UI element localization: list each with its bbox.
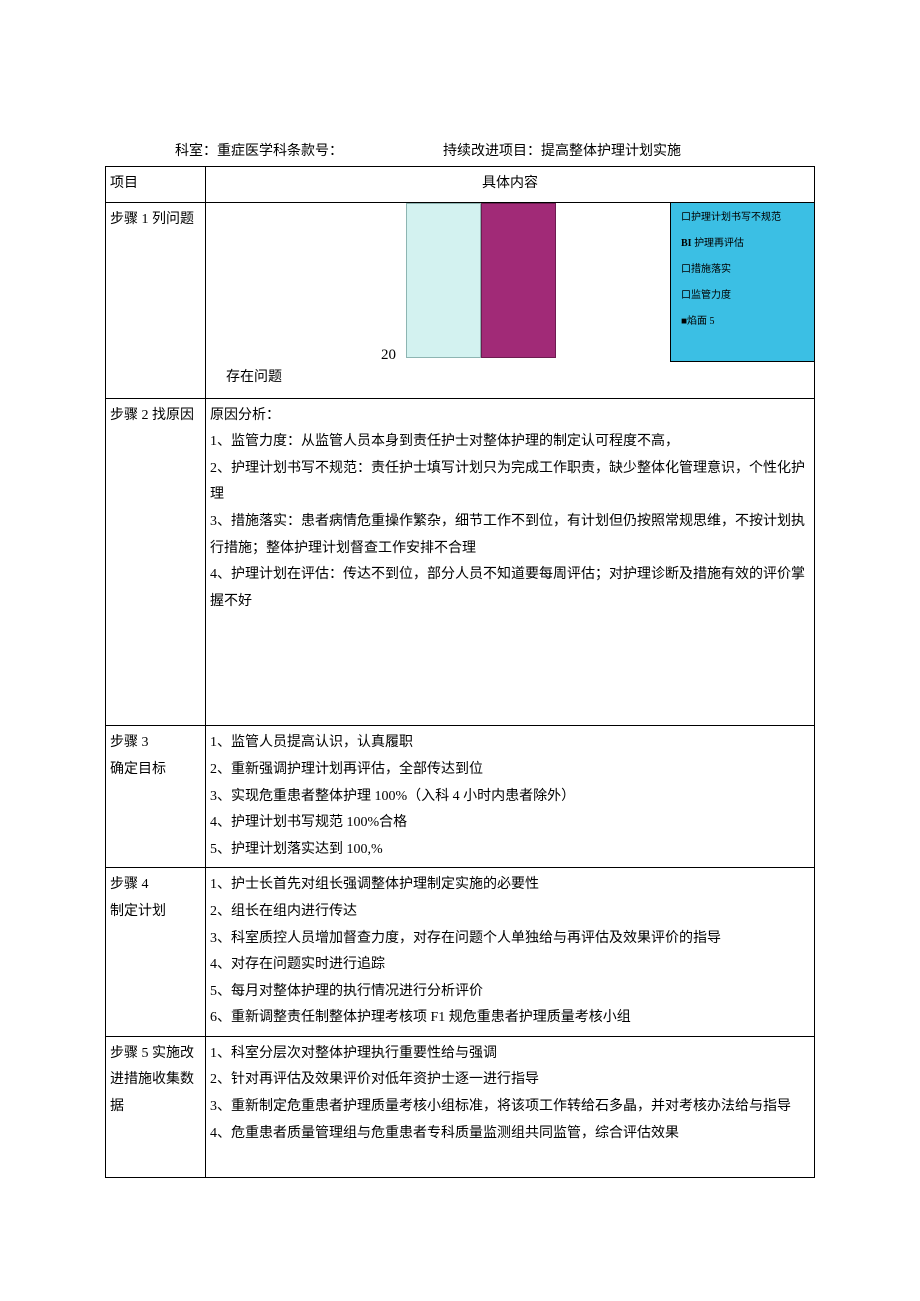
content-line: 6、重新调整责任制整体护理考核项 F1 规危重患者护理质量考核小组 <box>210 1005 810 1032</box>
legend-text: BI 护理再评估 <box>681 239 744 249</box>
step5-content: 1、科室分层次对整体护理执行重要性给与强调2、针对再评估及效果评价对低年资护士逐… <box>206 1036 815 1177</box>
content-line: 3、重新制定危重患者护理质量考核小组标准，将该项工作转给石多晶，并对考核办法给与… <box>210 1094 810 1121</box>
legend-item: 口护理计划书写不规范 <box>681 213 806 223</box>
chart: 20 存在问题 口护理计划书写不规范 BI 护理再评估口措施落实口监管力度 ■焰面 … <box>206 203 814 398</box>
legend-text: 口护理计划书写不规范 <box>681 213 781 223</box>
chart-legend: 口护理计划书写不规范 BI 护理再评估口措施落实口监管力度 ■焰面 5 <box>670 202 815 362</box>
step5-left: 步骤 5 实施改进措施收集数据 <box>106 1036 206 1177</box>
content-line: 2、护理计划书写不规范：责任护士填写计划只为完成工作职责，缺少整体化管理意识，个… <box>210 456 810 509</box>
legend-text: 口措施落实 <box>681 265 731 275</box>
content-line: 2、针对再评估及效果评价对低年资护士逐一进行指导 <box>210 1067 810 1094</box>
step3-content: 1、监管人员提高认识，认真履职2、重新强调护理计划再评估，全部传达到位3、实现危… <box>206 726 815 868</box>
chart-bar <box>481 203 556 358</box>
table-header-row: 项目 具体内容 <box>106 167 815 203</box>
step3-left2: 确定目标 <box>110 762 166 777</box>
content-line: 1、护士长首先对组长强调整体护理制定实施的必要性 <box>210 872 810 899</box>
step4-left1: 步骤 4 <box>110 877 149 892</box>
step1-content: 20 存在问题 口护理计划书写不规范 BI 护理再评估口措施落实口监管力度 ■焰面 … <box>206 202 815 398</box>
legend-item: ■焰面 5 <box>681 317 806 327</box>
step4-left: 步骤 4 制定计划 <box>106 868 206 1037</box>
content-line: 4、危重患者质量管理组与危重患者专科质量监测组共同监管，综合评估效果 <box>210 1121 810 1148</box>
legend-item: 口监管力度 <box>681 291 806 301</box>
content-line: 4、对存在问题实时进行追踪 <box>210 952 810 979</box>
legend-item: BI 护理再评估 <box>681 239 806 249</box>
step4-content: 1、护士长首先对组长强调整体护理制定实施的必要性2、组长在组内进行传达3、科室质… <box>206 868 815 1037</box>
header-col1: 项目 <box>106 167 206 203</box>
project-label: 持续改进项目： <box>443 144 541 159</box>
content-line: 2、重新强调护理计划再评估，全部传达到位 <box>210 757 810 784</box>
content-line: 1、监管力度：从监管人员本身到责任护士对整体护理的制定认可程度不高， <box>210 429 810 456</box>
header-col2: 具体内容 <box>206 167 815 203</box>
chart-bar <box>406 203 481 358</box>
project-value: 提高整体护理计划实施 <box>541 144 681 159</box>
content-line: 2、组长在组内进行传达 <box>210 899 810 926</box>
legend-item: 口措施落实 <box>681 265 806 275</box>
legend-text: 口监管力度 <box>681 291 731 301</box>
content-line: 5、每月对整体护理的执行情况进行分析评价 <box>210 979 810 1006</box>
chart-bars <box>406 203 556 358</box>
content-line: 4、护理计划在评估：传达不到位，部分人员不知道要每周评估；对护理诊断及措施有效的… <box>210 562 810 615</box>
step2-title: 原因分析： <box>210 403 810 430</box>
step5-row: 步骤 5 实施改进措施收集数据 1、科室分层次对整体护理执行重要性给与强调2、针… <box>106 1036 815 1177</box>
dept-label: 科室： <box>175 144 217 159</box>
main-table: 项目 具体内容 步骤 1 列问题 20 存在问题 口护理计划书写不规范 BI 护理… <box>105 166 815 1178</box>
step3-row: 步骤 3 确定目标 1、监管人员提高认识，认真履职2、重新强调护理计划再评估，全… <box>106 726 815 868</box>
dept-value: 重症医学科条款号： <box>217 144 343 159</box>
chart-tick-20: 20 <box>381 341 396 370</box>
step4-left2: 制定计划 <box>110 904 166 919</box>
step2-row: 步骤 2 找原因 原因分析： 1、监管力度：从监管人员本身到责任护士对整体护理的… <box>106 398 815 726</box>
step2-content: 原因分析： 1、监管力度：从监管人员本身到责任护士对整体护理的制定认可程度不高，… <box>206 398 815 726</box>
step2-left: 步骤 2 找原因 <box>106 398 206 726</box>
content-line: 3、科室质控人员增加督查力度，对存在问题个人单独给与再评估及效果评价的指导 <box>210 926 810 953</box>
content-line: 1、科室分层次对整体护理执行重要性给与强调 <box>210 1041 810 1068</box>
step3-left: 步骤 3 确定目标 <box>106 726 206 868</box>
step1-row: 步骤 1 列问题 20 存在问题 口护理计划书写不规范 BI 护理再评估口措施落实… <box>106 202 815 398</box>
chart-bottom-label: 存在问题 <box>226 365 282 392</box>
step1-left: 步骤 1 列问题 <box>106 202 206 398</box>
content-line: 4、护理计划书写规范 100%合格 <box>210 810 810 837</box>
step4-row: 步骤 4 制定计划 1、护士长首先对组长强调整体护理制定实施的必要性2、组长在组… <box>106 868 815 1037</box>
legend-text: ■焰面 5 <box>681 317 715 327</box>
content-line: 1、监管人员提高认识，认真履职 <box>210 730 810 757</box>
header-line: 科室：重症医学科条款号： 持续改进项目：提高整体护理计划实施 <box>105 140 815 160</box>
content-line: 5、护理计划落实达到 100,% <box>210 837 810 864</box>
content-line: 3、措施落实：患者病情危重操作繁杂，细节工作不到位，有计划但仍按照常规思维，不按… <box>210 509 810 562</box>
content-line: 3、实现危重患者整体护理 100%（入科 4 小时内患者除外） <box>210 784 810 811</box>
step3-left1: 步骤 3 <box>110 735 149 750</box>
